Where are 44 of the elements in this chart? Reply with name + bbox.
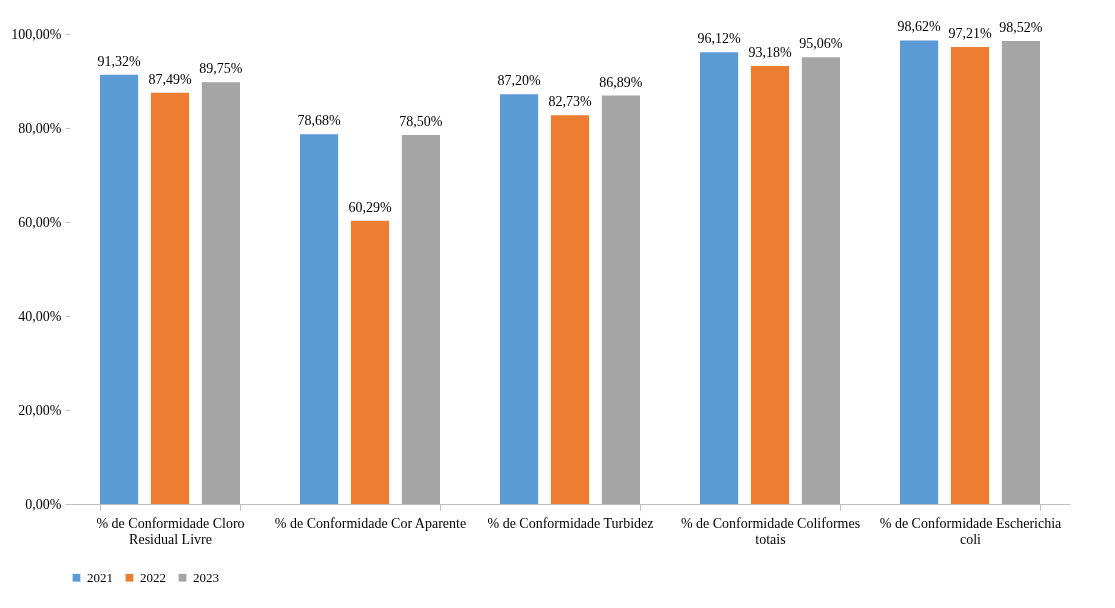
data-label: 98,52% (999, 19, 1043, 35)
data-label: 96,12% (697, 31, 741, 47)
data-label: 78,50% (399, 114, 443, 130)
bar (700, 52, 739, 504)
data-label: 60,29% (348, 199, 392, 215)
bar (750, 66, 790, 504)
y-tick-label: 20,00% (18, 402, 62, 418)
data-label: 93,18% (748, 45, 792, 61)
bar (550, 115, 590, 504)
x-tick-label: % de Conformidade Cloro Residual Livre (96, 515, 245, 547)
bar (300, 134, 339, 504)
data-label: 82,73% (548, 94, 592, 110)
y-tick-label: 80,00% (18, 120, 62, 136)
legend-label: 2022 (140, 569, 166, 585)
bar (201, 82, 240, 504)
y-tick-label: 40,00% (18, 308, 62, 324)
x-tick-label: % de Conformidade Cor Aparente (274, 515, 467, 531)
data-label: 95,06% (799, 36, 843, 52)
bar (601, 95, 640, 504)
data-label: 86,89% (599, 74, 643, 90)
legend-label: 2023 (193, 569, 219, 585)
x-tick-label: % de Conformidade Coliformes totais (680, 515, 861, 547)
y-tick-label: 100,00% (11, 26, 62, 42)
bar (1001, 40, 1040, 504)
bar (500, 94, 539, 504)
bar (150, 92, 190, 504)
y-tick-label: 60,00% (18, 214, 62, 230)
x-tick-label: % de Conformidade Escherichia coli (879, 515, 1063, 547)
x-tick-label: % de Conformidade Turbidez (487, 515, 654, 531)
data-label: 97,21% (948, 26, 992, 42)
data-label: 87,49% (148, 71, 192, 87)
bar (801, 57, 840, 504)
legend-label: 2021 (87, 569, 113, 585)
data-label: 89,75% (199, 61, 243, 77)
y-tick-label: 0,00% (25, 496, 62, 512)
data-label: 78,68% (297, 113, 341, 129)
bar (900, 40, 939, 504)
data-label: 87,20% (497, 73, 542, 89)
bar (100, 74, 139, 504)
bar (350, 220, 390, 504)
data-label: 98,62% (897, 19, 941, 35)
bar (401, 135, 440, 504)
bar (950, 47, 990, 504)
data-label: 91,32% (97, 53, 141, 69)
